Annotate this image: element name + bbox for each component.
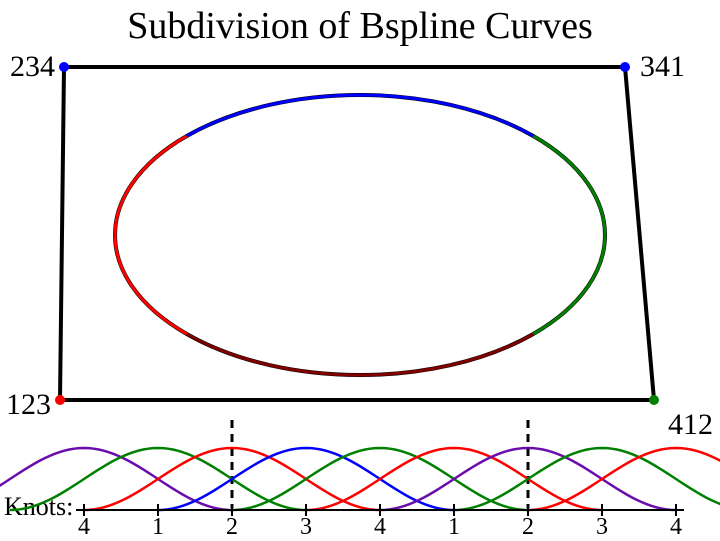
knot-label: 4 [374,514,386,541]
knot-label: 3 [596,514,608,541]
knot-label: 1 [152,514,164,541]
knot-label: 1 [448,514,460,541]
knot-label: 4 [670,514,682,541]
knot-label: 3 [300,514,312,541]
knot-label: 2 [522,514,534,541]
diagram-canvas [0,0,720,540]
knot-label: 2 [226,514,238,541]
knot-label: 4 [78,514,90,541]
